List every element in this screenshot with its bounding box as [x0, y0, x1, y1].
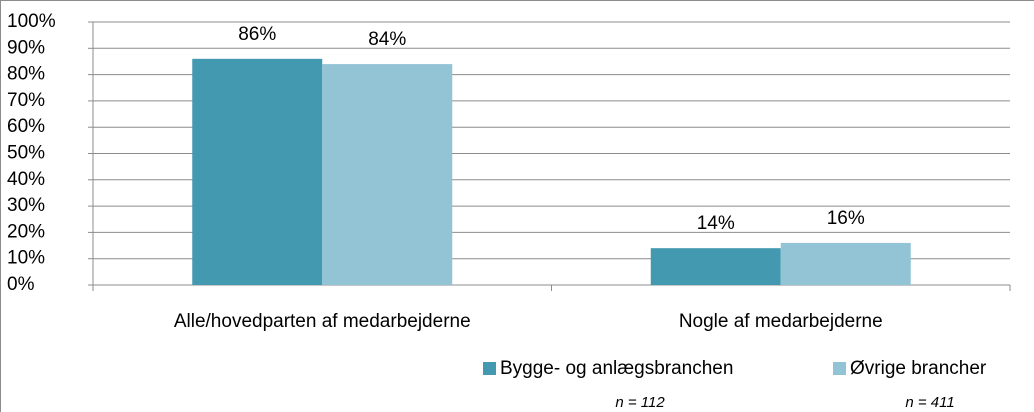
annotation: n = 112 — [615, 394, 665, 411]
bar — [192, 58, 323, 285]
y-tick-label: 10% — [7, 248, 45, 269]
y-tick-label: 30% — [7, 195, 45, 216]
data-label: 16% — [827, 208, 865, 229]
y-tick-label: 40% — [7, 169, 45, 190]
y-tick-label: 100% — [7, 11, 56, 32]
y-tick-label: 80% — [7, 64, 45, 85]
annotation: n = 411 — [905, 394, 954, 411]
y-tick-label: 50% — [7, 143, 45, 164]
legend-swatch — [483, 362, 496, 375]
legend-label: Bygge- og anlægsbranchen — [500, 358, 733, 379]
y-tick-label: 90% — [7, 37, 45, 58]
y-tick-label: 0% — [7, 274, 35, 295]
bar — [322, 64, 453, 285]
y-tick-label: 60% — [7, 116, 45, 137]
bar — [650, 248, 781, 285]
data-label: 86% — [238, 24, 276, 45]
legend-label: Øvrige brancher — [850, 358, 987, 379]
y-tick-label: 70% — [7, 90, 45, 111]
x-tick-label: Nogle af medarbejderne — [679, 311, 883, 332]
legend-swatch — [833, 362, 846, 375]
x-tick-label: Alle/hovedparten af medarbejderne — [174, 311, 471, 332]
y-tick-label: 20% — [7, 221, 45, 242]
data-label: 84% — [368, 29, 406, 50]
bar — [780, 242, 911, 285]
data-label: 14% — [697, 213, 735, 234]
